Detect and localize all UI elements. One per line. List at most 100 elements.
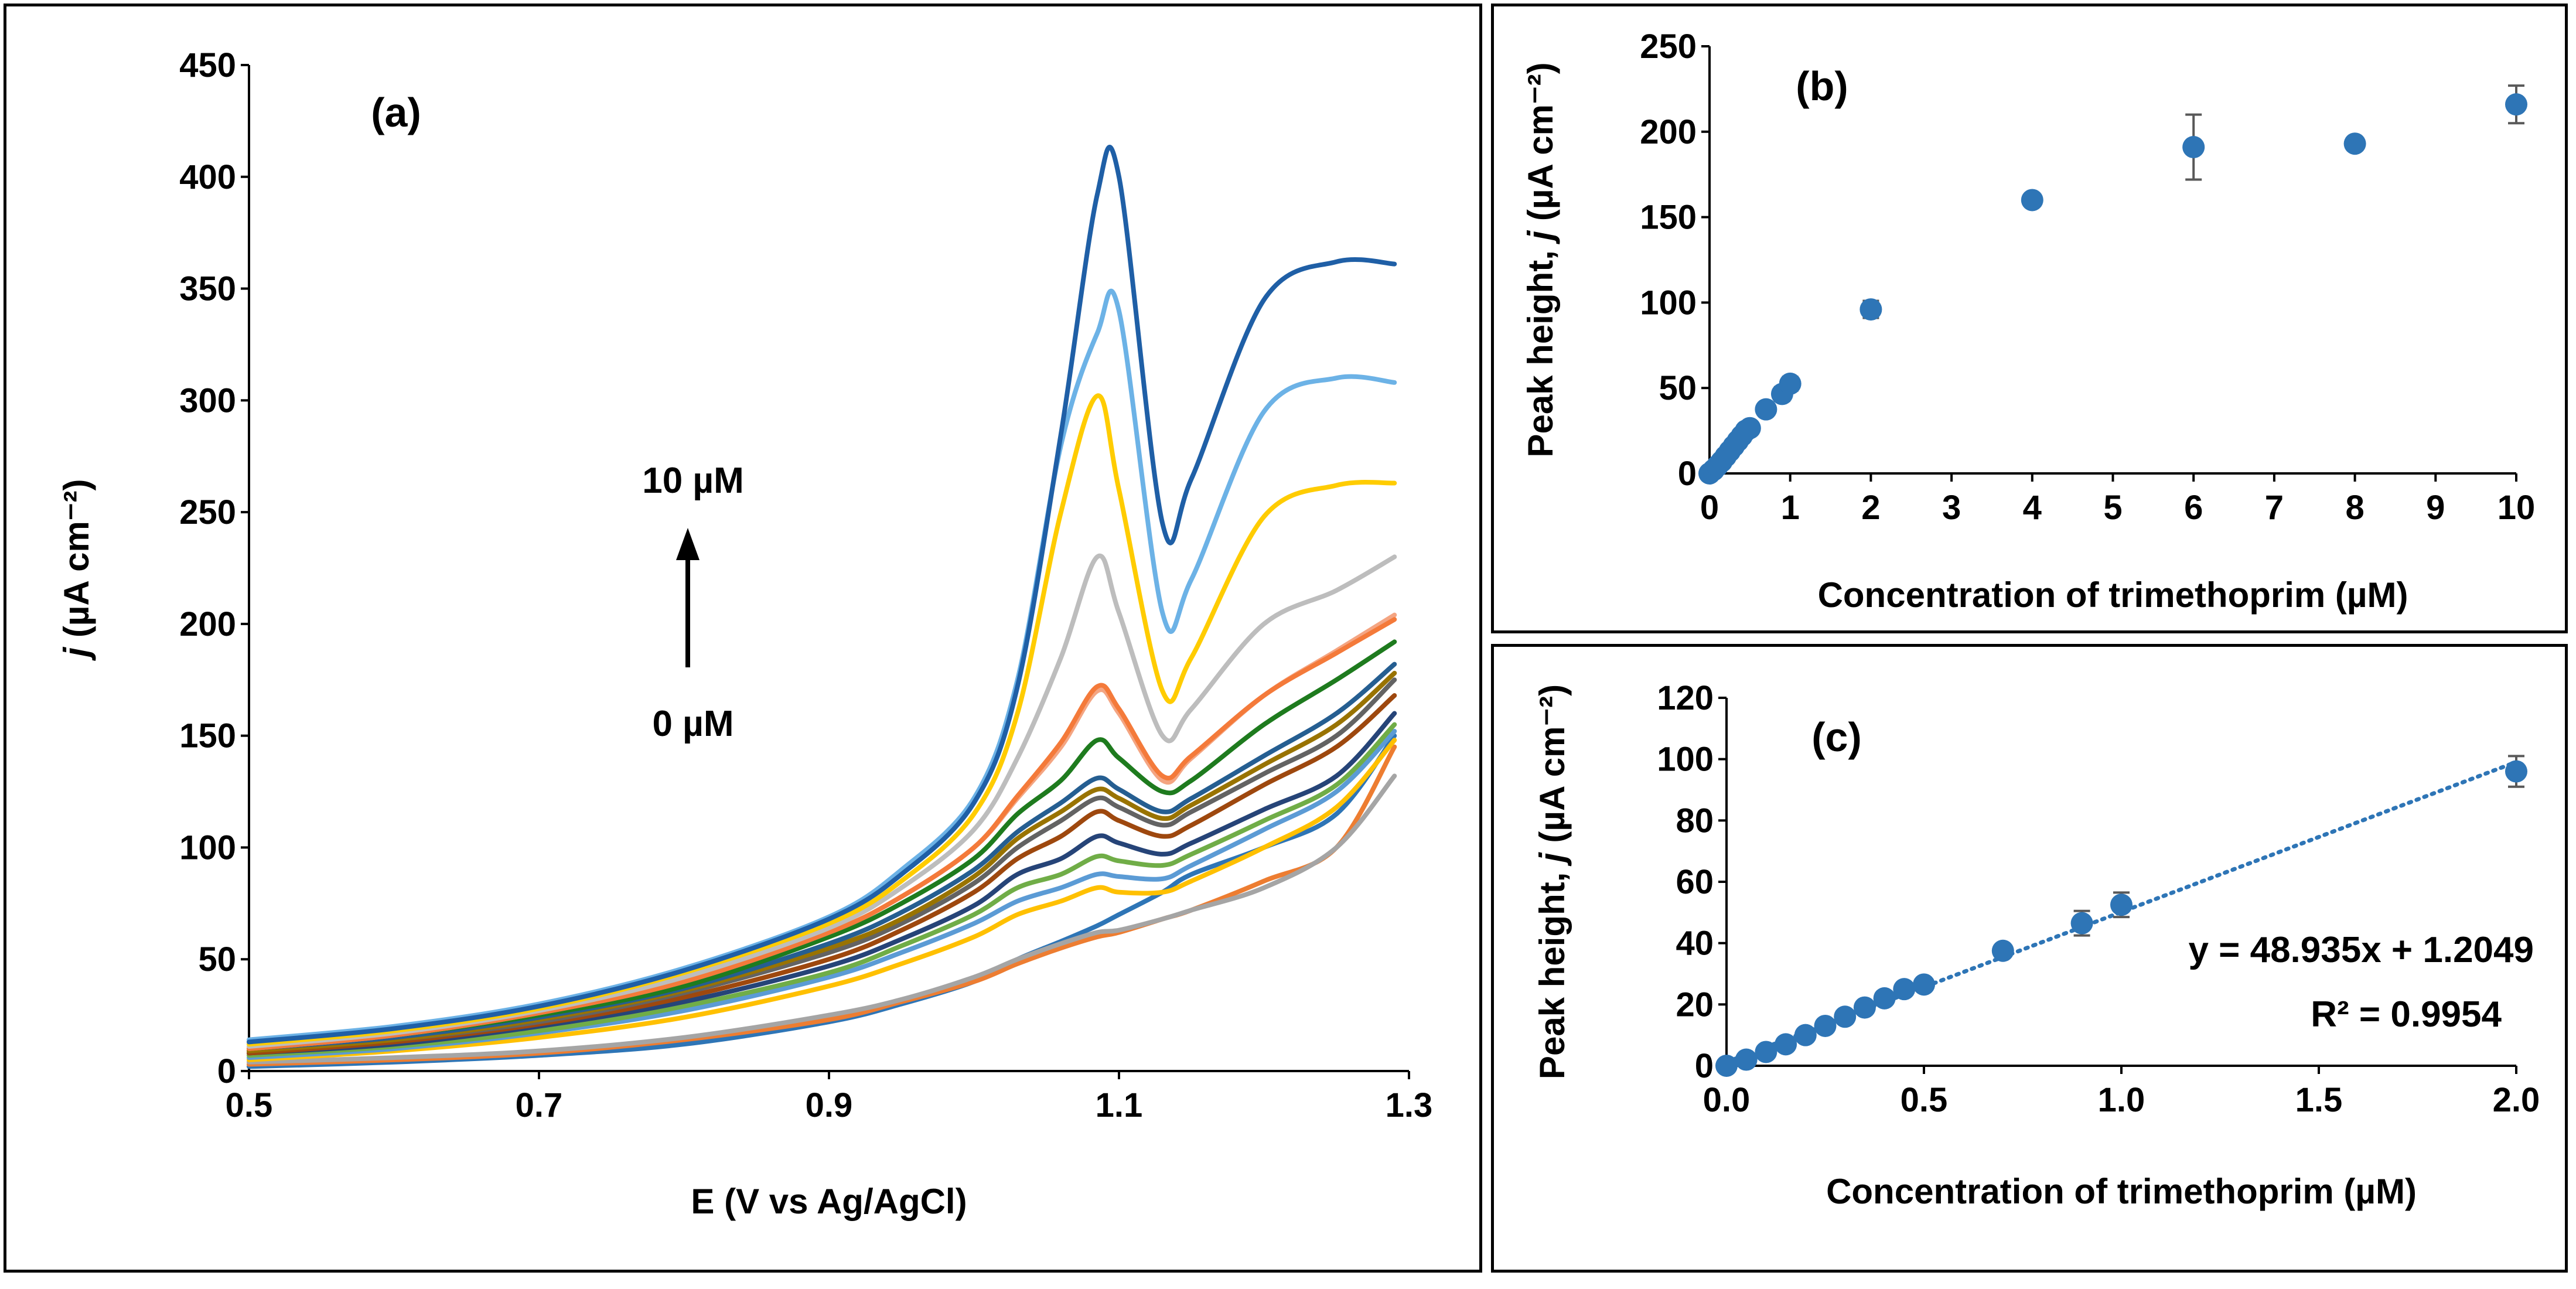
data-point [1715,1055,1738,1077]
data-point [2343,132,2366,155]
data-point [1738,417,1761,439]
panel-label: (c) [1811,714,1862,760]
voltammogram-line [247,773,1397,1065]
y-tick-label: 350 [179,270,236,308]
x-tick-label: 1.5 [2295,1081,2343,1119]
data-point [1893,978,1916,1001]
x-tick-label: 1 [1781,489,1800,527]
voltammogram-line [247,693,1397,1056]
x-axis-label: Concentration of trimethoprim (µM) [1826,1172,2417,1211]
data-point [2021,189,2043,212]
y-axis-label-symbol: j [57,647,96,661]
voltammogram-line [247,617,1397,1051]
voltammogram-line [247,722,1397,1058]
annotation-bottom: 0 µM [652,704,733,744]
x-tick-label: 3 [1942,489,1961,527]
y-axis-label: Peak height, j (µA cm⁻²) [1533,684,1572,1079]
x-tick-label: 1.1 [1096,1086,1143,1124]
data-point [1913,973,1935,996]
data-point [1834,1005,1857,1028]
y-axis-label-unit: (µA cm⁻²) [1533,684,1572,852]
voltammogram-line [247,711,1397,1056]
voltammogram-line [247,145,1397,1045]
x-tick-label: 7 [2265,489,2284,527]
r-squared-value: R² = 0.9954 [2311,994,2502,1035]
data-point [1873,987,1896,1010]
y-tick-label: 60 [1676,863,1714,901]
x-tick-label: 6 [2184,489,2203,527]
chart-b: 0 50 100 150 200 250 0 1 2 3 4 5 6 7 8 9 10 (b) Concentrat… [1521,28,2536,615]
x-axis-label: E (V vs Ag/AgCl) [691,1182,967,1221]
y-tick-label: 200 [179,605,236,643]
data-point [1814,1014,1837,1037]
y-tick-label: 250 [179,493,236,531]
data-point [2070,912,2093,935]
y-tick-label: 40 [1676,925,1714,963]
y-axis-label-unit: (µA cm⁻²) [57,479,96,647]
panel-b: 0 50 100 150 200 250 0 1 2 3 4 5 6 7 8 9 10 (b) Concentrat… [1491,4,2568,633]
panel-label-a: (a) [371,90,421,135]
y-axis-label-prefix: Peak height, [1533,862,1572,1079]
x-tick-label: 0 [1700,489,1719,527]
x-tick-label: 10 [2497,489,2536,527]
data-point [1991,939,2014,962]
panel-c: 0 20 40 60 80 100 120 0.0 0.5 1.0 1.5 2.0 (c) Concent… [1491,644,2568,1273]
x-tick-label: 4 [2023,489,2042,527]
x-tick-label: 5 [2103,489,2122,527]
voltammogram-line [247,553,1397,1049]
data-point [1794,1024,1817,1046]
x-tick-label: 2 [1861,489,1880,527]
chart-a: 0 50 100 150 200 250 300 350 400 450 0.5 0.7 0.9 1.1 1… [57,46,1433,1221]
y-tick-label: 100 [179,828,236,867]
x-tick-label: 1.3 [1386,1086,1433,1124]
x-axis-label: Concentration of trimethoprim (µM) [1818,575,2408,615]
y-tick-label: 300 [179,381,236,420]
x-tick-label: 0.9 [806,1086,853,1124]
data-point [1853,996,1876,1019]
y-axis-label-prefix: Peak height, [1521,240,1560,457]
y-tick-label: 0 [1695,1047,1714,1085]
y-tick-label: 150 [179,717,236,755]
y-tick-label: 50 [198,940,236,978]
x-tick-label: 8 [2345,489,2364,527]
y-tick-label: 200 [1640,113,1697,151]
x-tick-label: 0.5 [226,1086,273,1124]
y-axis-label: j (µA cm⁻²) [57,479,96,661]
arrow-head [676,528,700,560]
y-tick-label: 50 [1659,369,1697,407]
x-tick-label: 1.0 [2098,1081,2145,1119]
data-point [1755,398,1777,421]
y-tick-label: 400 [179,158,236,196]
y-tick-label: 450 [179,46,236,84]
voltammogram-line [247,738,1397,1062]
data-point [1860,298,1882,321]
x-tick-label: 2.0 [2493,1081,2540,1119]
y-axis-label: Peak height, j (µA cm⁻²) [1521,62,1560,457]
x-tick-label: 0.0 [1703,1081,1751,1119]
voltammogram-line [247,661,1397,1051]
panel-label: (b) [1796,63,1848,109]
panel-a: 0 50 100 150 200 250 300 350 400 450 0.5 0.7 0.9 1.1 1… [4,4,1482,1273]
y-tick-label: 100 [1657,741,1714,779]
data-point [1755,1041,1777,1063]
y-tick-label: 0 [217,1052,236,1090]
data-point [2110,894,2133,916]
x-tick-label: 0.5 [1901,1081,1948,1119]
chart-c: 0 20 40 60 80 100 120 0.0 0.5 1.0 1.5 2.0 (c) Concent… [1533,679,2540,1211]
data-point [2505,760,2527,783]
regression-equation: y = 48.935x + 1.2049 [2188,930,2534,970]
data-point [2505,93,2527,116]
y-tick-label: 250 [1640,28,1697,66]
data-point [1735,1048,1758,1071]
data-point [2182,136,2205,159]
voltammogram-line [247,612,1397,1051]
data-point [1775,1033,1797,1056]
y-tick-label: 20 [1676,985,1714,1024]
data-point [1779,372,1802,395]
x-tick-label: 9 [2426,489,2445,527]
y-tick-label: 0 [1678,455,1697,493]
y-tick-label: 120 [1657,679,1714,717]
y-tick-label: 150 [1640,199,1697,237]
x-tick-label: 0.7 [516,1086,563,1124]
y-tick-label: 80 [1676,802,1714,840]
